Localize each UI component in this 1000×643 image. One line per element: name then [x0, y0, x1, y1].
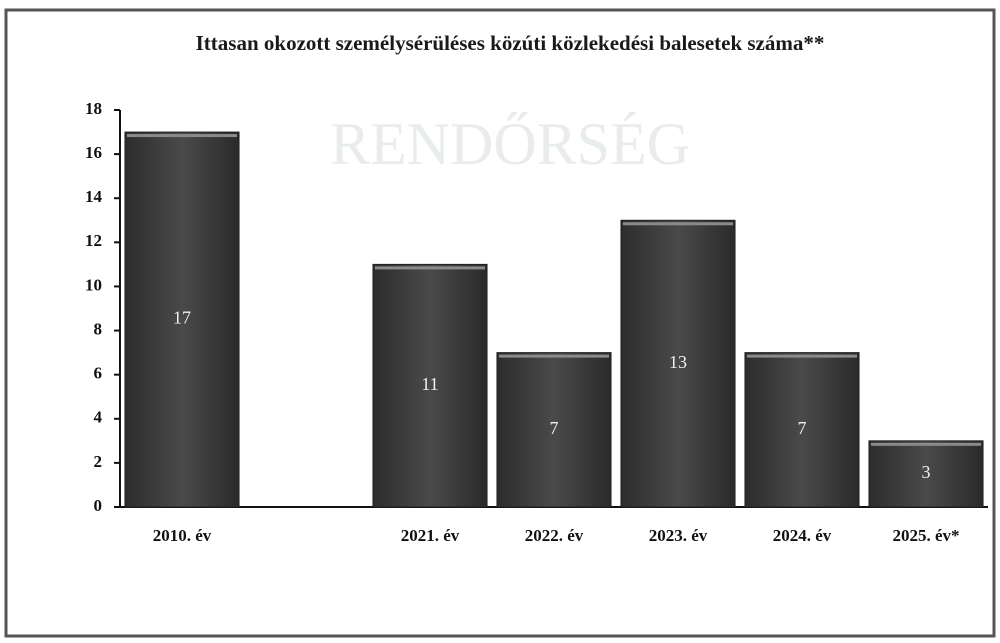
bar-highlight — [374, 266, 486, 270]
y-tick-label: 18 — [85, 99, 102, 118]
value-label: 13 — [669, 352, 687, 372]
y-tick-label: 16 — [85, 143, 102, 162]
y-tick-label: 14 — [85, 187, 103, 206]
chart-title: Ittasan okozott személysérüléses közúti … — [195, 31, 825, 55]
bar-highlight — [622, 222, 734, 226]
value-label: 17 — [173, 308, 191, 328]
bar-highlight — [126, 134, 238, 138]
y-tick-label: 4 — [94, 408, 103, 427]
bar — [744, 352, 860, 508]
y-tick-label: 8 — [94, 319, 103, 338]
y-tick-label: 0 — [94, 496, 103, 515]
value-label: 3 — [922, 462, 931, 482]
bar — [496, 352, 612, 508]
y-tick-label: 10 — [85, 275, 102, 294]
y-tick-label: 12 — [85, 231, 102, 250]
x-tick-label: 2024. év — [773, 526, 832, 545]
x-tick-label: 2023. év — [649, 526, 708, 545]
bar — [620, 219, 736, 508]
x-tick-label: 2021. év — [401, 526, 460, 545]
bar-highlight — [746, 354, 858, 358]
bar-highlight — [870, 442, 982, 446]
x-tick-label: 2025. év* — [892, 526, 959, 545]
x-tick-label: 2010. év — [153, 526, 212, 545]
y-tick-label: 2 — [94, 452, 103, 471]
value-label: 11 — [421, 374, 438, 394]
bar — [124, 131, 240, 508]
watermark: RENDŐRSÉG — [330, 111, 690, 177]
bar-highlight — [498, 354, 610, 358]
bar — [868, 440, 984, 508]
x-tick-label: 2022. év — [525, 526, 584, 545]
value-label: 7 — [798, 418, 807, 438]
y-tick-label: 6 — [94, 364, 103, 383]
bar — [372, 263, 488, 508]
frame — [4, 8, 996, 638]
value-label: 7 — [550, 418, 559, 438]
